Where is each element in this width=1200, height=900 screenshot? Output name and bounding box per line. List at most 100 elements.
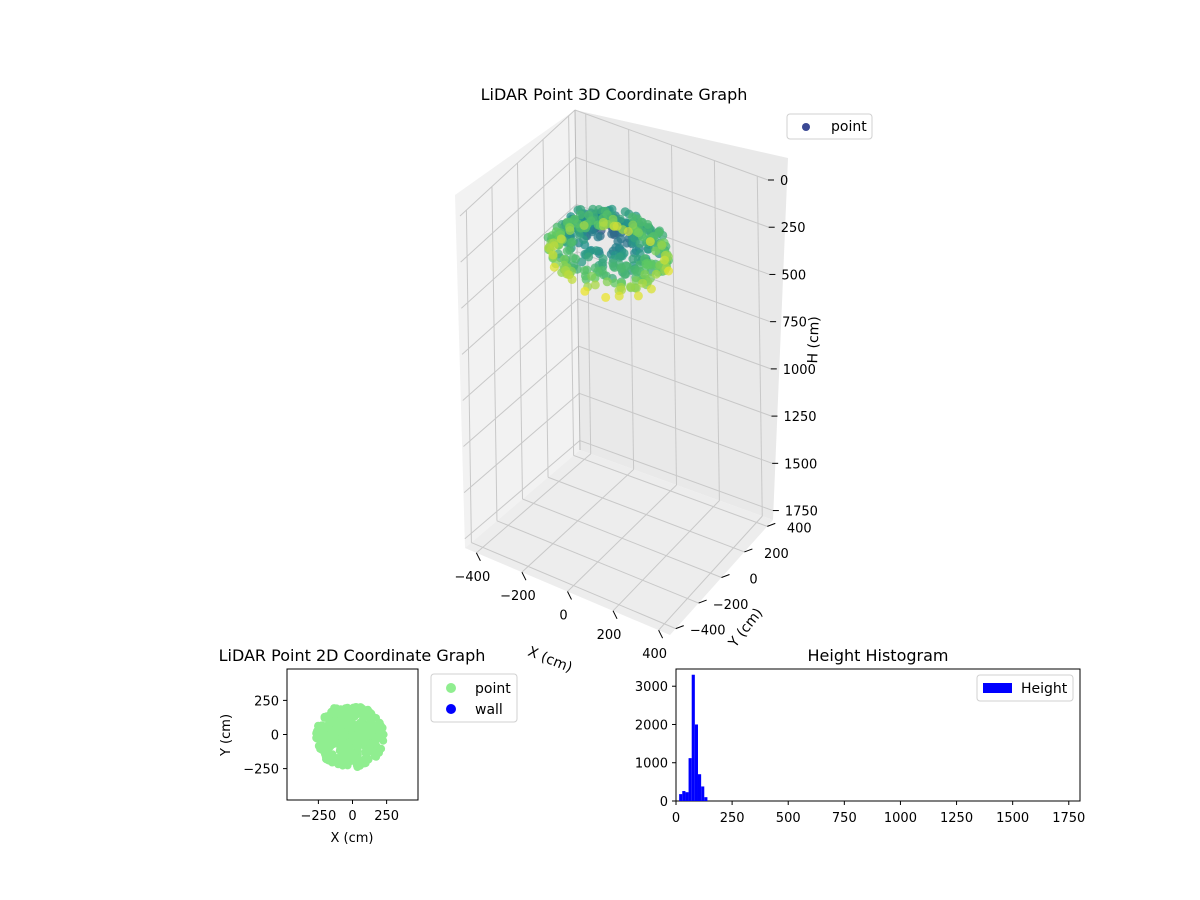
point-2d bbox=[365, 731, 374, 740]
legend-2d-point-label: point bbox=[475, 681, 511, 697]
hist-x-tick-label: 1500 bbox=[996, 811, 1029, 826]
hist-x-tick-label: 0 bbox=[672, 811, 680, 826]
point-3d bbox=[590, 280, 600, 290]
point-2d bbox=[344, 738, 353, 747]
point-2d bbox=[342, 717, 351, 726]
legend-2d-wall-marker bbox=[446, 704, 456, 714]
point-3d bbox=[549, 241, 559, 251]
point-2d bbox=[344, 747, 353, 756]
point-3d bbox=[614, 291, 624, 301]
grid-back-v bbox=[628, 129, 635, 470]
x-tick-label-2d: 250 bbox=[374, 809, 399, 824]
grid-floor-y bbox=[471, 542, 676, 630]
grid-floor-y bbox=[496, 520, 699, 604]
point-2d bbox=[334, 760, 343, 769]
histogram-bar bbox=[691, 674, 695, 801]
point-3d bbox=[633, 291, 643, 301]
point-2d bbox=[375, 718, 384, 727]
legend-histogram-label: Height bbox=[1021, 681, 1068, 697]
point-2d bbox=[355, 761, 364, 770]
point-3d bbox=[568, 253, 578, 263]
point-2d bbox=[361, 748, 370, 757]
point-3d bbox=[587, 271, 597, 281]
histogram-ticks: 0 250 500 750 1000 1250 1500 1750 0 1000 2000 3000 bbox=[635, 680, 1085, 826]
point-2d bbox=[375, 748, 383, 757]
grid-floor-y bbox=[522, 498, 722, 578]
grid-left-v bbox=[542, 139, 549, 478]
point-2d bbox=[337, 733, 346, 742]
pane-edge bbox=[574, 109, 581, 451]
point-3d bbox=[549, 262, 559, 272]
legend-3d-label: point bbox=[831, 119, 867, 135]
x-axis-label-3d: X (cm) bbox=[526, 644, 575, 676]
point-3d bbox=[580, 286, 590, 296]
z-tick-label-3d: 750 bbox=[782, 316, 807, 331]
point-2d bbox=[325, 756, 334, 765]
y-tick-label-3d: 200 bbox=[764, 547, 789, 562]
z-tick-label-3d: 250 bbox=[781, 221, 806, 236]
point-3d bbox=[643, 260, 653, 270]
chart-3d-title: LiDAR Point 3D Coordinate Graph bbox=[481, 85, 748, 104]
z-tick-label-3d: 1750 bbox=[785, 505, 818, 520]
hist-x-tick-label: 750 bbox=[832, 811, 857, 826]
pane-left bbox=[455, 110, 580, 548]
point-3d bbox=[556, 234, 566, 244]
point-3d bbox=[591, 246, 601, 256]
point-3d bbox=[598, 254, 608, 264]
point-3d bbox=[602, 277, 612, 287]
x-axis-label-2d: X (cm) bbox=[331, 831, 374, 846]
point-3d bbox=[628, 254, 638, 264]
chart-2d: LiDAR Point 2D Coordinate Graph −250 0 250… bbox=[219, 646, 518, 846]
x-tick-label-3d: −400 bbox=[455, 570, 491, 585]
legend-histogram-swatch bbox=[983, 683, 1012, 693]
point-3d bbox=[612, 221, 622, 231]
point-3d bbox=[608, 214, 618, 224]
point-3d bbox=[626, 282, 635, 292]
point-3d bbox=[565, 226, 575, 235]
y-tick-mark-3d bbox=[675, 625, 684, 630]
z-tick-label-3d: 1500 bbox=[784, 457, 817, 472]
y-tick-mark-3d bbox=[721, 574, 730, 578]
point-3d bbox=[598, 217, 608, 227]
ticks-2d: −250 0 250 250 0 −250 bbox=[243, 694, 399, 824]
z-tick-label-3d: 0 bbox=[780, 174, 788, 189]
legend-3d-box bbox=[786, 113, 873, 140]
legend-2d-wall-label: wall bbox=[475, 702, 503, 718]
y-tick-label-3d: 400 bbox=[787, 521, 812, 536]
point-3d bbox=[634, 228, 643, 238]
histogram-bar bbox=[694, 724, 698, 801]
y-tick-label-3d: 0 bbox=[749, 573, 757, 588]
point-3d bbox=[586, 216, 596, 226]
point-3d bbox=[548, 250, 558, 260]
z-tick-label-3d: 500 bbox=[781, 268, 806, 283]
point-2d bbox=[356, 720, 365, 729]
grid-back-v bbox=[756, 176, 763, 517]
points-2d bbox=[312, 703, 388, 771]
point-3d bbox=[628, 212, 637, 222]
y-tick-label-2d: 0 bbox=[271, 729, 279, 744]
point-3d bbox=[609, 261, 618, 271]
point-2d bbox=[314, 722, 323, 731]
legend-3d-marker bbox=[802, 123, 810, 131]
point-3d bbox=[623, 227, 633, 236]
y-axis-label-2d: Y (cm) bbox=[219, 714, 234, 757]
chart-3d: LiDAR Point 3D Coordinate Graph −400 −200… bbox=[455, 85, 873, 676]
grid-left-v bbox=[491, 186, 498, 521]
grid-floor-y bbox=[573, 454, 768, 527]
grid-3d bbox=[459, 109, 774, 631]
histogram-bar bbox=[698, 774, 702, 801]
y-tick-mark-3d bbox=[767, 522, 776, 527]
x-tick-mark-3d bbox=[658, 629, 664, 639]
legend-histogram: Height bbox=[976, 674, 1074, 702]
legend-3d: point bbox=[786, 113, 873, 140]
point-2d bbox=[332, 704, 341, 713]
point-2d bbox=[362, 737, 371, 746]
hist-x-tick-label: 1250 bbox=[940, 811, 973, 826]
x-tick-mark-3d bbox=[475, 552, 481, 562]
point-2d bbox=[360, 713, 369, 722]
point-3d bbox=[601, 292, 611, 302]
hist-x-tick-label: 500 bbox=[776, 811, 801, 826]
grid-floor-y bbox=[547, 476, 745, 553]
point-2d bbox=[363, 756, 372, 765]
point-3d bbox=[645, 237, 655, 247]
